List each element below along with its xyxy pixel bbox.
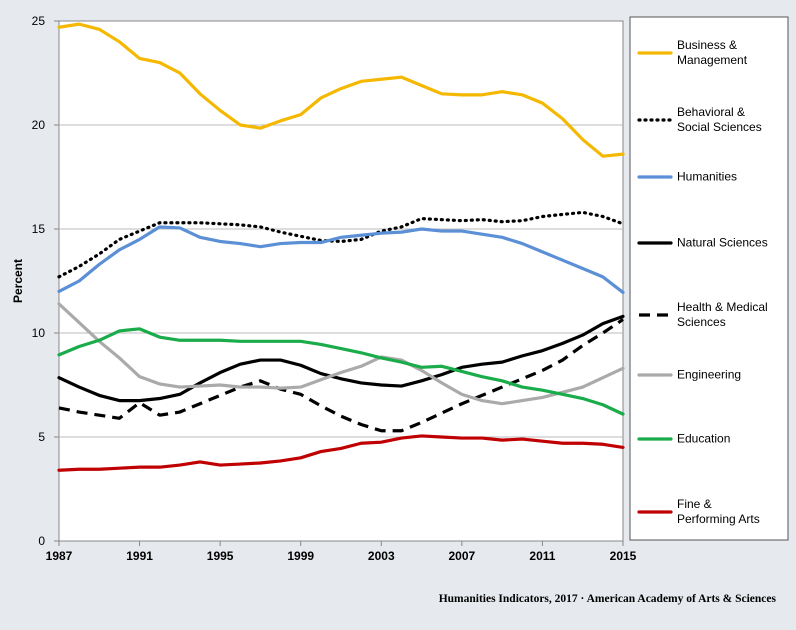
legend-label: Health & Medical Sciences [677, 300, 768, 329]
x-tick-label: 2007 [449, 549, 476, 563]
series-line [57, 22, 625, 158]
series-line [57, 434, 625, 472]
legend-box [629, 16, 789, 541]
y-tick-label: 20 [32, 118, 46, 132]
legend-label: Humanities [677, 169, 738, 184]
series-line [57, 314, 625, 403]
plot-area [58, 20, 624, 542]
legend-label: Natural Sciences [677, 235, 768, 250]
x-tick-label: 1991 [126, 549, 153, 563]
x-tick-label: 2003 [368, 549, 395, 563]
y-tick-label: 0 [38, 534, 45, 548]
x-tick-label: 2011 [529, 549, 555, 563]
legend-label: Education [677, 431, 731, 446]
legend-label: Engineering [677, 367, 742, 382]
y-tick-label: 5 [38, 430, 45, 444]
series-line [57, 225, 625, 295]
y-tick-label: 10 [32, 326, 46, 340]
series-line [57, 327, 625, 416]
legend-label: Fine & Performing Arts [677, 497, 760, 526]
footer: Humanities Indicators, 2017 · American A… [439, 593, 777, 605]
series-line [57, 302, 625, 406]
x-tick-label: 1995 [207, 549, 234, 563]
y-tick-label: 25 [32, 14, 46, 28]
series-line [58, 318, 624, 433]
x-tick-label: 1987 [46, 549, 73, 563]
y-tick-label: 15 [32, 222, 46, 236]
series-line [57, 210, 625, 279]
x-tick-label: 1999 [287, 549, 314, 563]
x-tick-label: 2015 [610, 549, 637, 563]
legend-label: Business & Management [677, 38, 748, 67]
legend-label: Behavioral & Social Sciences [677, 105, 762, 134]
y-axis-label: Percent [11, 259, 25, 303]
